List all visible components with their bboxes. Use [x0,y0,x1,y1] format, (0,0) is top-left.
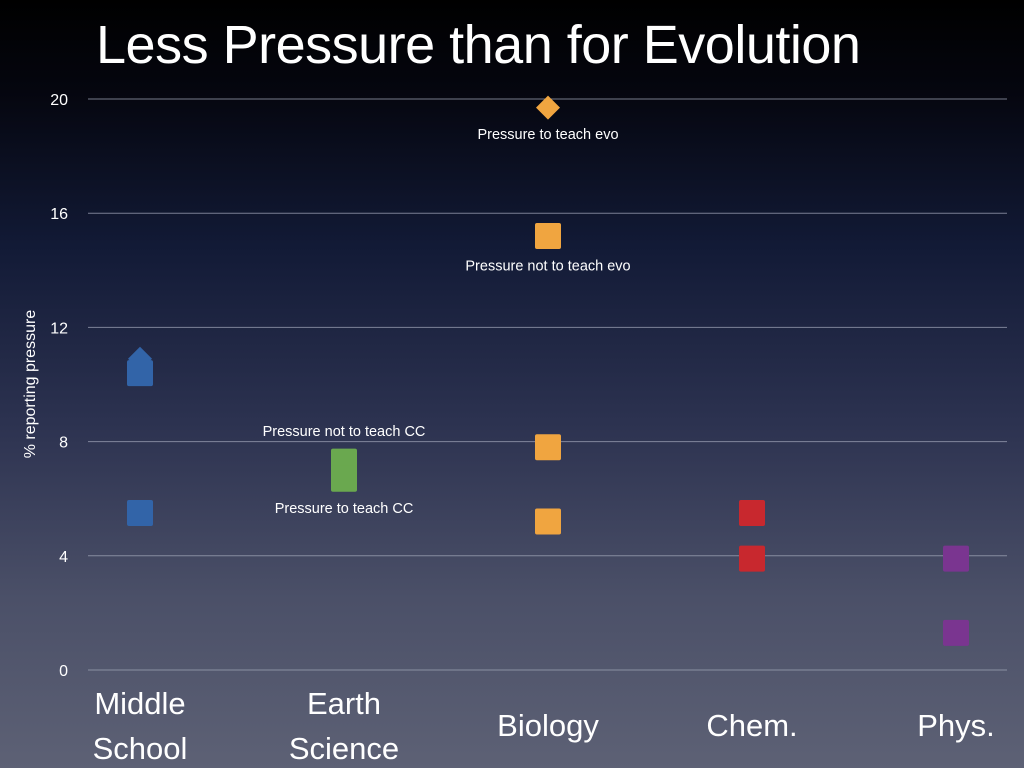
y-tick-label: 4 [59,549,68,566]
x-category-label: Science [289,731,399,766]
data-point [739,545,765,572]
data-point [127,499,153,526]
data-point [331,465,357,492]
annotation-label: Pressure to teach CC [275,501,414,517]
y-tick-label: 20 [50,92,68,109]
y-tick-label: 12 [50,320,68,337]
x-category-label: Phys. [917,708,995,743]
annotation-label: Pressure to teach evo [477,127,618,143]
x-category-label: Earth [307,686,381,721]
data-point-diamond [536,95,560,120]
y-tick-label: 8 [59,435,68,452]
y-tick-label: 16 [50,206,68,223]
data-point [127,360,153,387]
data-point [739,499,765,526]
data-point [535,223,561,250]
chart-title: Less Pressure than for Evolution [96,15,861,75]
annotation-label: Pressure not to teach evo [465,258,630,274]
y-tick-label: 0 [59,663,68,680]
annotation-label: Pressure not to teach CC [263,424,426,440]
x-category-label: School [93,731,188,766]
data-point [943,545,969,572]
data-point [943,619,969,646]
x-category-label: Chem. [706,708,797,743]
data-point [535,508,561,535]
x-category-label: Middle [94,686,185,721]
data-point [535,434,561,461]
x-category-label: Biology [497,708,599,743]
